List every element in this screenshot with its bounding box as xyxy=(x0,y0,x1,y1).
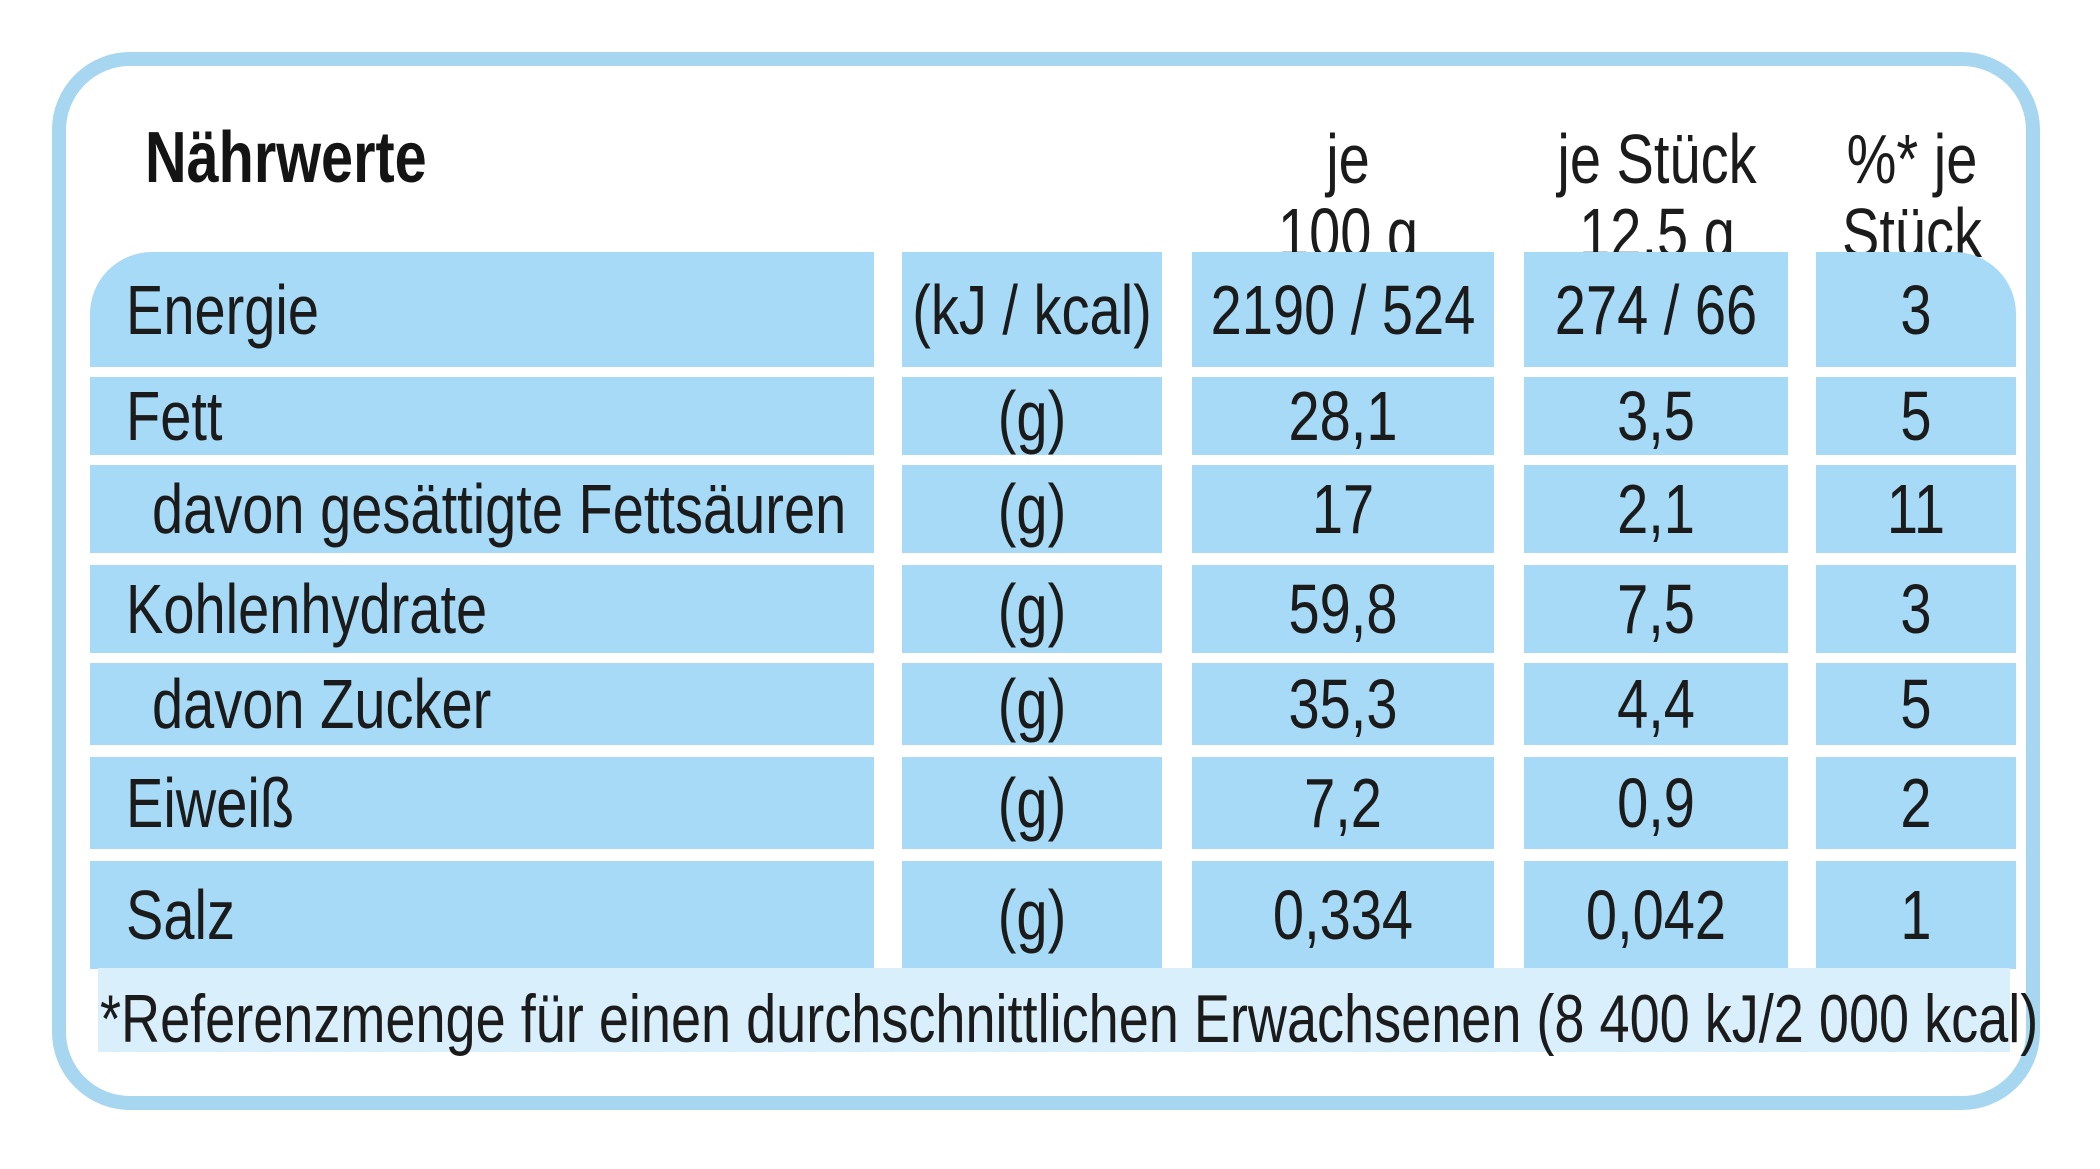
row-energy-percent: 3 xyxy=(1900,270,1932,349)
row-protein-percent-cell: 2 xyxy=(1816,757,2016,849)
row-fat-label-cell: Fett xyxy=(90,377,874,455)
row-saturated-fat-label: davon gesättigte Fettsäuren xyxy=(152,470,847,548)
row-energy-label: Energie xyxy=(126,270,320,349)
row-salt-percent: 1 xyxy=(1900,876,1932,954)
row-protein-unit-cell: (g) xyxy=(902,757,1162,849)
row-sugar-per-piece-cell: 4,4 xyxy=(1524,663,1788,745)
row-energy-percent-cell: 3 xyxy=(1816,252,2016,367)
row-fat-per-100g-cell: 28,1 xyxy=(1192,377,1494,455)
row-protein-label-cell: Eiweiß xyxy=(90,757,874,849)
row-carbohydrates-unit-cell: (g) xyxy=(902,565,1162,653)
row-protein-label: Eiweiß xyxy=(126,764,295,842)
row-protein-per-piece: 0,9 xyxy=(1617,764,1695,842)
footnote-text: *Referenzmenge für einen durchschnittlic… xyxy=(100,981,2039,1057)
row-sugar-per-100g-cell: 35,3 xyxy=(1192,663,1494,745)
header-per-piece-line1: je Stück xyxy=(1557,120,1757,198)
row-salt-label: Salz xyxy=(126,876,235,954)
row-sugar-per-piece: 4,4 xyxy=(1617,665,1695,743)
row-salt-unit: (g) xyxy=(997,876,1067,954)
row-sugar-percent-cell: 5 xyxy=(1816,663,2016,745)
row-carbohydrates-unit: (g) xyxy=(997,570,1067,648)
row-saturated-fat-per-100g-cell: 17 xyxy=(1192,465,1494,553)
row-saturated-fat-unit-cell: (g) xyxy=(902,465,1162,553)
row-energy-per-100g: 2190 / 524 xyxy=(1210,270,1476,349)
row-sugar-label-cell: davon Zucker xyxy=(90,663,874,745)
row-carbohydrates-label-cell: Kohlenhydrate xyxy=(90,565,874,653)
row-saturated-fat-label-cell: davon gesättigte Fettsäuren xyxy=(90,465,874,553)
row-protein-per-100g-cell: 7,2 xyxy=(1192,757,1494,849)
row-protein-per-100g: 7,2 xyxy=(1304,764,1382,842)
row-saturated-fat-per-piece: 2,1 xyxy=(1617,470,1695,548)
header-per-piece: je Stück 12,5 g xyxy=(1549,122,1765,270)
row-energy-per-100g-cell: 2190 / 524 xyxy=(1192,252,1494,367)
row-fat-unit-cell: (g) xyxy=(902,377,1162,455)
table-title: Nährwerte xyxy=(145,118,427,198)
row-sugar-unit-cell: (g) xyxy=(902,663,1162,745)
row-salt-per-100g: 0,334 xyxy=(1272,876,1414,954)
row-salt-per-100g-cell: 0,334 xyxy=(1192,861,1494,969)
row-energy-unit-cell: (kJ / kcal) xyxy=(902,252,1162,367)
row-fat-label: Fett xyxy=(126,377,223,455)
row-fat-per-piece-cell: 3,5 xyxy=(1524,377,1788,455)
row-sugar-label: davon Zucker xyxy=(152,665,492,743)
row-sugar-unit: (g) xyxy=(997,665,1067,743)
row-fat-percent-cell: 5 xyxy=(1816,377,2016,455)
row-protein-percent: 2 xyxy=(1900,764,1932,842)
row-protein-per-piece-cell: 0,9 xyxy=(1524,757,1788,849)
row-carbohydrates-percent: 3 xyxy=(1900,570,1932,648)
footnote-bar xyxy=(98,968,2010,1052)
header-per-100g: je 100 g xyxy=(1228,122,1468,270)
row-sugar-percent: 5 xyxy=(1900,665,1932,743)
row-saturated-fat-per-piece-cell: 2,1 xyxy=(1524,465,1788,553)
header-per-100g-line1: je xyxy=(1326,120,1370,198)
row-energy-label-cell: Energie xyxy=(90,252,874,367)
row-saturated-fat-percent-cell: 11 xyxy=(1816,465,2016,553)
header-percent-per-piece: %* je Stück xyxy=(1832,122,1992,270)
row-saturated-fat-percent: 11 xyxy=(1886,470,1946,548)
row-salt-label-cell: Salz xyxy=(90,861,874,969)
row-energy-per-piece-cell: 274 / 66 xyxy=(1524,252,1788,367)
row-salt-percent-cell: 1 xyxy=(1816,861,2016,969)
row-carbohydrates-percent-cell: 3 xyxy=(1816,565,2016,653)
row-carbohydrates-per-100g-cell: 59,8 xyxy=(1192,565,1494,653)
row-fat-unit: (g) xyxy=(997,377,1067,455)
row-fat-per-piece: 3,5 xyxy=(1617,377,1695,455)
row-carbohydrates-label: Kohlenhydrate xyxy=(126,570,488,648)
row-fat-per-100g: 28,1 xyxy=(1288,377,1398,455)
row-sugar-per-100g: 35,3 xyxy=(1288,665,1398,743)
row-fat-percent: 5 xyxy=(1900,377,1932,455)
row-saturated-fat-per-100g: 17 xyxy=(1311,470,1375,548)
row-salt-per-piece-cell: 0,042 xyxy=(1524,861,1788,969)
row-salt-unit-cell: (g) xyxy=(902,861,1162,969)
row-salt-per-piece: 0,042 xyxy=(1585,876,1727,954)
row-protein-unit: (g) xyxy=(997,764,1067,842)
row-carbohydrates-per-piece: 7,5 xyxy=(1617,570,1695,648)
row-saturated-fat-unit: (g) xyxy=(997,470,1067,548)
row-energy-unit: (kJ / kcal) xyxy=(912,270,1152,349)
header-percent-line1: %* je xyxy=(1846,120,1978,198)
row-carbohydrates-per-piece-cell: 7,5 xyxy=(1524,565,1788,653)
row-carbohydrates-per-100g: 59,8 xyxy=(1288,570,1398,648)
row-energy-per-piece: 274 / 66 xyxy=(1554,270,1758,349)
